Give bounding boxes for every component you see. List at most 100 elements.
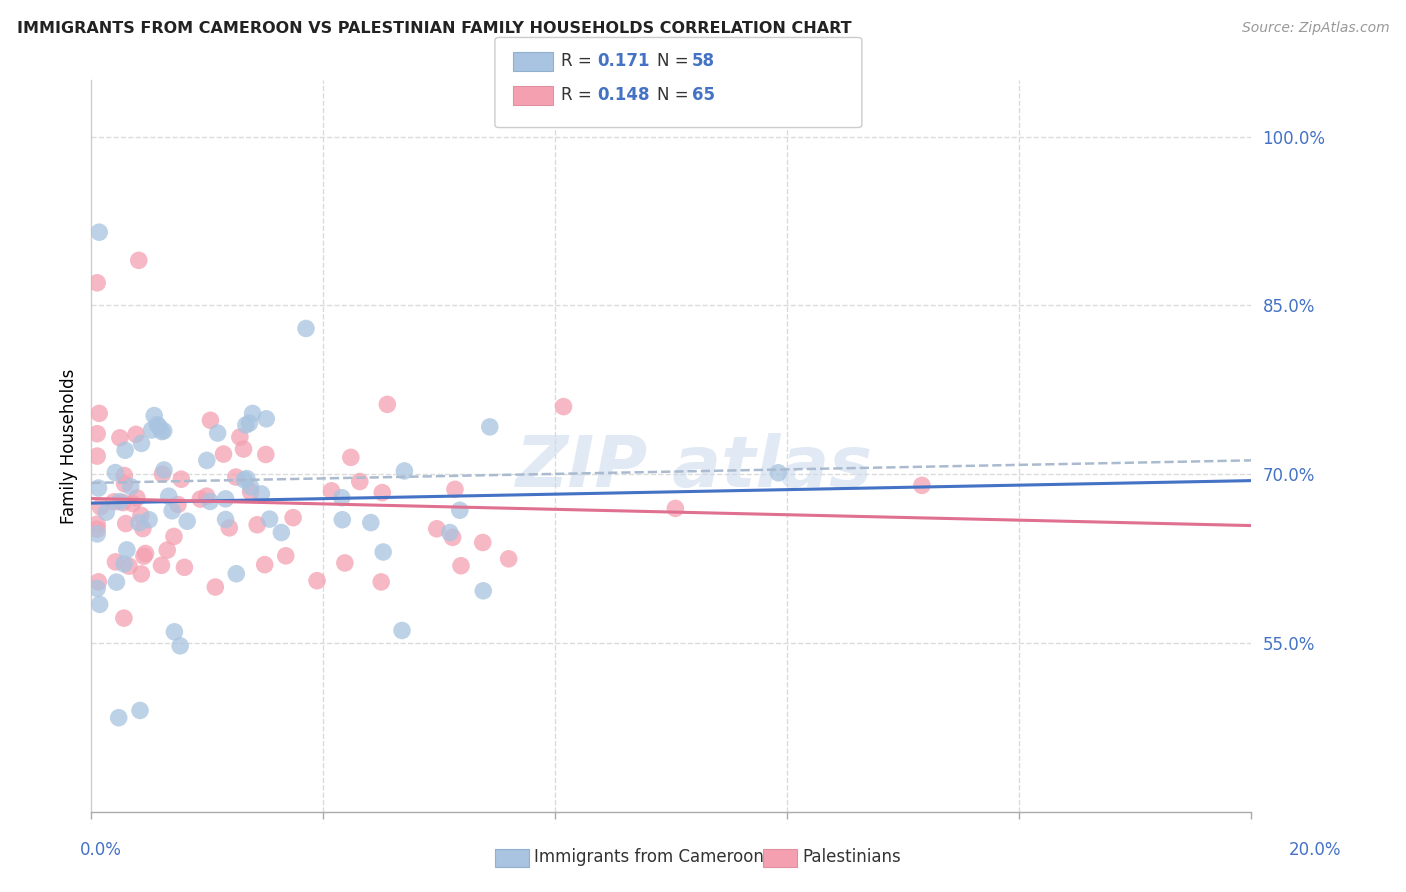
Point [87, 574, 110, 589]
Point [146, 417, 169, 432]
Point [214, 491, 236, 506]
Point [173, 560, 195, 574]
Point [104, 555, 127, 569]
Point [553, 400, 575, 414]
Point [125, 491, 148, 505]
Point [163, 624, 186, 639]
Point [246, 517, 269, 532]
Point [89, 598, 111, 612]
Text: IMMIGRANTS FROM CAMEROON VS PALESTINIAN FAMILY HOUSEHOLDS CORRELATION CHART: IMMIGRANTS FROM CAMEROON VS PALESTINIAN … [17, 21, 852, 37]
Point [132, 549, 155, 563]
Text: Immigrants from Cameroon: Immigrants from Cameroon [534, 848, 763, 866]
Point [96, 505, 118, 519]
Point [254, 448, 277, 462]
Text: N =: N = [657, 86, 693, 103]
Point [114, 516, 136, 531]
Point [238, 416, 260, 430]
Point [478, 420, 501, 434]
Point [125, 427, 148, 442]
Point [195, 489, 218, 503]
Text: 0.0%: 0.0% [80, 840, 122, 858]
Point [86, 527, 108, 541]
Point [768, 466, 790, 480]
Point [375, 397, 398, 411]
Point [472, 583, 495, 598]
Point [112, 468, 135, 483]
Point [188, 492, 211, 507]
Point [236, 472, 259, 486]
Text: 65: 65 [692, 86, 714, 103]
Point [426, 522, 449, 536]
Point [112, 557, 135, 571]
Point [207, 426, 229, 441]
Point [114, 476, 136, 491]
Point [274, 549, 297, 563]
Text: 0.171: 0.171 [598, 52, 650, 70]
Point [153, 463, 176, 477]
Text: 58: 58 [692, 52, 714, 70]
Point [108, 431, 131, 445]
Point [86, 276, 108, 290]
Point [250, 487, 273, 501]
Point [89, 406, 111, 420]
Point [150, 558, 173, 573]
Point [115, 542, 138, 557]
Point [195, 453, 218, 467]
Point [169, 639, 191, 653]
Point [449, 503, 471, 517]
Point [89, 500, 111, 514]
Point [103, 495, 125, 509]
Point [198, 494, 221, 508]
Point [156, 543, 179, 558]
Point [128, 516, 150, 530]
Point [360, 516, 382, 530]
Point [112, 611, 135, 625]
Point [239, 484, 262, 499]
Point [391, 624, 413, 638]
Point [232, 442, 254, 456]
Point [138, 513, 160, 527]
Point [498, 551, 520, 566]
Point [225, 566, 247, 581]
Point [132, 522, 155, 536]
Point [254, 412, 277, 426]
Point [114, 443, 136, 458]
Point [295, 321, 318, 335]
Point [129, 703, 152, 717]
Point [107, 711, 129, 725]
Point [229, 430, 252, 444]
Point [86, 522, 108, 536]
Point [86, 426, 108, 441]
Point [441, 530, 464, 544]
Point [148, 419, 170, 434]
Point [214, 512, 236, 526]
Point [911, 478, 934, 492]
Point [89, 225, 111, 239]
Point [439, 525, 461, 540]
Point [204, 580, 226, 594]
Point [86, 517, 108, 532]
Point [163, 529, 186, 543]
Point [150, 425, 173, 439]
Point [270, 525, 292, 540]
Point [349, 475, 371, 489]
Text: 0.148: 0.148 [598, 86, 650, 103]
Point [373, 545, 395, 559]
Point [450, 558, 472, 573]
Point [129, 508, 152, 523]
Point [86, 449, 108, 463]
Point [131, 566, 153, 581]
Text: N =: N = [657, 52, 693, 70]
Point [330, 491, 353, 505]
Point [333, 556, 356, 570]
Point [167, 498, 190, 512]
Point [212, 447, 235, 461]
Point [152, 424, 174, 438]
Point [281, 510, 304, 524]
Text: R =: R = [561, 52, 598, 70]
Point [134, 546, 156, 560]
Point [330, 513, 353, 527]
Point [131, 436, 153, 450]
Point [87, 481, 110, 495]
Point [118, 559, 141, 574]
